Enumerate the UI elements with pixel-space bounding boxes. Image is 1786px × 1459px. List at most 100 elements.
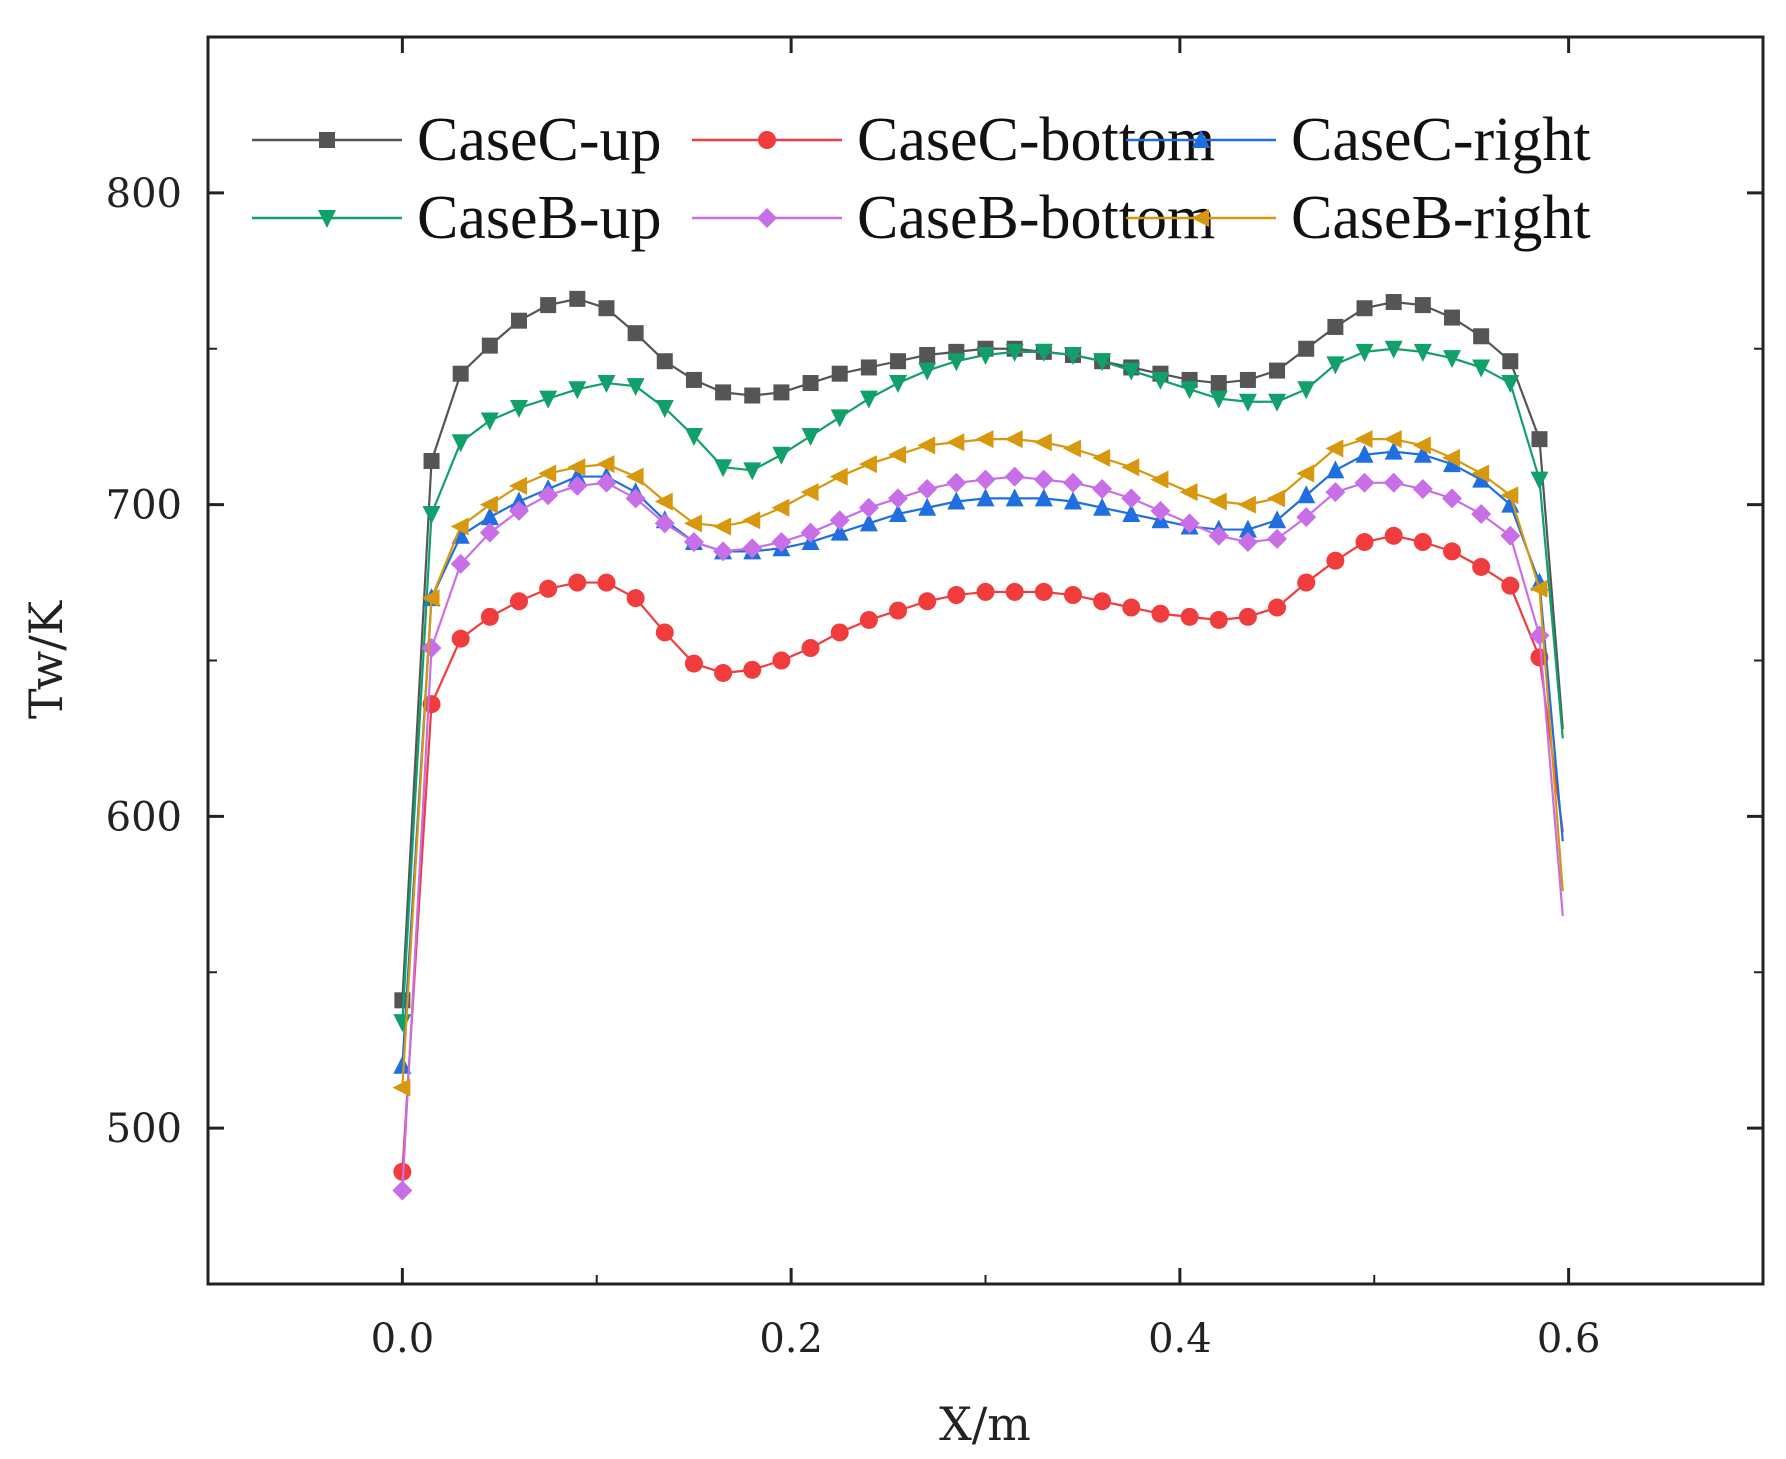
data-point [1325,482,1346,503]
data-point [509,500,529,521]
data-point [684,654,703,673]
data-point [1384,526,1403,545]
x-axis-title: X/m [939,1397,1031,1451]
data-point [597,375,616,394]
data-point [1209,390,1228,409]
data-point [888,488,909,509]
data-point [1444,309,1460,326]
data-point [567,475,588,496]
data-point [450,517,469,536]
data-point [480,412,499,431]
data-point [1298,340,1315,357]
data-point [889,601,908,620]
data-point [1034,582,1053,601]
legend-marker [757,208,777,228]
data-point [1180,607,1199,626]
data-point [713,541,734,562]
data-point [772,651,791,670]
data-point [1354,430,1373,449]
data-point [654,513,675,534]
data-point [1033,469,1054,490]
data-point [1005,343,1024,362]
data-point [480,607,499,626]
data-point [625,467,644,486]
series-layer [392,290,1564,1201]
data-point [831,365,848,382]
data-point [510,491,528,510]
data-point [538,464,557,483]
data-point [771,498,790,517]
data-point [1296,507,1317,528]
data-point [889,375,908,394]
data-point [392,1078,411,1097]
data-point [1122,503,1141,522]
data-point [946,472,967,493]
data-point [801,428,820,447]
data-point [451,629,470,648]
data-point [569,290,586,307]
x-tick-label: 0.0 [371,1316,435,1362]
data-point [829,467,848,486]
data-point [1442,488,1462,509]
data-point [1530,471,1549,490]
data-point [568,381,587,400]
data-point [715,384,732,401]
data-point [1093,497,1112,516]
data-point [1063,586,1082,605]
legend-label: CaseB-up [417,184,662,252]
y-tick-label: 500 [106,1106,182,1152]
data-point [1471,464,1490,483]
legend-item-caseb-up: CaseB-up [252,184,662,252]
data-point [801,639,820,658]
ticks-layer: 0.0 0.2 0.4 0.6 500 600 700 800 [106,36,1764,1362]
data-point [1326,356,1345,375]
data-point [1005,488,1024,507]
data-point [1472,469,1491,488]
data-point [1062,472,1083,493]
data-point [1237,495,1256,514]
data-point [1004,430,1023,449]
data-point [1383,430,1402,449]
data-point [510,592,528,611]
data-point [1472,359,1491,378]
legend-item-caseb-right: CaseB-right [1126,184,1591,252]
data-point [1297,573,1316,592]
data-point [802,375,819,392]
data-point [1325,439,1344,458]
data-point [859,610,878,629]
y-axis-title: Tw/K [19,599,73,719]
legend-label: CaseC-right [1291,106,1591,174]
data-point [975,469,996,490]
data-point [1326,460,1345,479]
data-point [422,695,441,714]
data-point [422,505,441,524]
data-point [917,479,938,500]
data-point [1268,393,1287,412]
data-point [860,359,877,376]
data-point [1062,439,1081,458]
data-point [511,312,527,329]
series-caseb-up [393,340,1564,1033]
data-point [1208,525,1229,546]
data-point [1179,513,1200,534]
data-point [423,452,440,469]
data-point [597,573,616,592]
data-point [1443,350,1461,369]
data-point [654,492,673,511]
data-point [627,325,644,342]
data-point [859,513,878,532]
data-point [480,507,499,526]
data-point [946,433,965,452]
data-point [450,553,471,574]
data-point [1327,318,1344,335]
data-point [947,491,966,510]
data-point [539,579,558,598]
data-point [509,476,527,495]
data-point [714,663,733,682]
data-point [656,353,673,370]
data-point [626,378,645,397]
data-point [1093,592,1112,611]
data-point [1150,500,1171,521]
data-point [539,390,558,409]
